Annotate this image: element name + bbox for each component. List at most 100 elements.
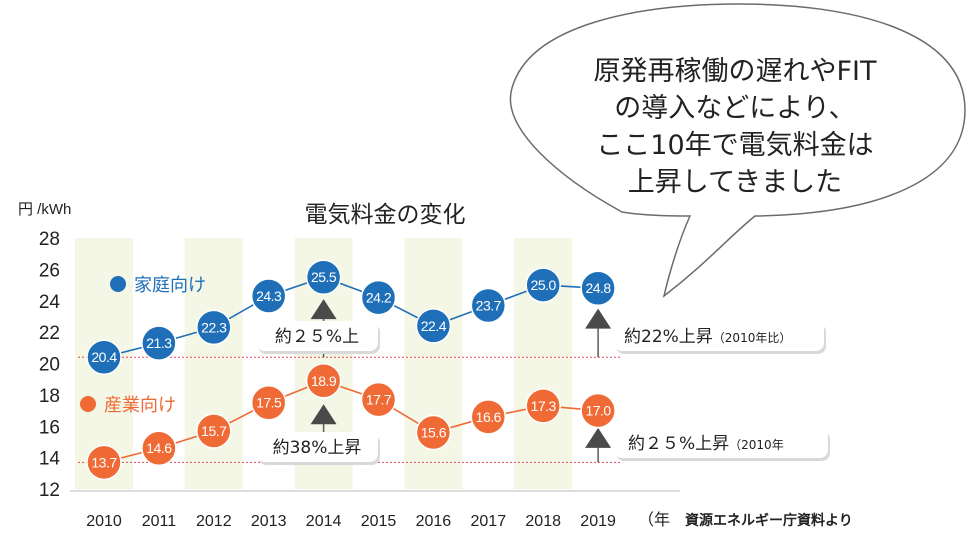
data-point-marker (360, 279, 397, 316)
data-label: 24.3 (256, 288, 282, 304)
data-point: 17.0 (580, 392, 616, 429)
data-point: 17.5 (250, 384, 287, 421)
data-point: 22.3 (196, 309, 232, 346)
annotation-box: 約２５%上昇（2010年 (614, 428, 830, 461)
annotation-suffix: （2010年 (729, 438, 784, 452)
data-point-marker (141, 325, 177, 361)
arrow-head (310, 299, 337, 320)
data-label: 15.6 (421, 425, 447, 441)
y-tick-label: 22 (39, 323, 60, 344)
annotation-bg (614, 428, 828, 458)
x-tick-label: 2013 (251, 513, 287, 530)
data-label: 20.4 (91, 349, 117, 365)
annotation-box: 約38%上昇 (256, 432, 380, 465)
y-tick-label: 16 (39, 417, 60, 438)
data-label: 22.3 (201, 319, 227, 335)
data-point: 15.6 (415, 414, 452, 451)
data-point-marker (525, 388, 561, 424)
annotation-main: 約22%上昇 (624, 327, 713, 347)
annotation-box: 約２５%上 (256, 321, 380, 354)
legend-label: 家庭向け (134, 275, 206, 296)
data-label: 24.8 (585, 280, 611, 296)
x-tick-label: 2010 (86, 513, 122, 530)
data-label: 18.9 (311, 373, 337, 389)
data-point-marker (250, 278, 287, 314)
data-label: 14.6 (146, 440, 172, 456)
chart-title: 電気料金の変化 (305, 202, 466, 228)
data-label: 24.2 (366, 290, 392, 306)
series-lines (103, 276, 599, 464)
annotation-bg (614, 321, 824, 351)
x-tick-label: 2019 (580, 513, 616, 530)
source-note: 資源エネルギー庁資料より (685, 512, 853, 529)
data-label: 17.0 (585, 403, 611, 419)
data-point: 24.2 (360, 279, 397, 316)
data-label: 17.7 (366, 392, 392, 408)
data-point: 20.4 (86, 339, 122, 375)
arrow-head (310, 404, 337, 425)
arrow-head (585, 308, 612, 329)
data-point-group: 20.4 21.3 22.3 24.3 25.5 24.2 22.4 23.7 25.0 24.8… (86, 259, 616, 481)
annotation-main: 約２５%上昇 (628, 434, 729, 454)
data-point: 15.7 (196, 413, 232, 449)
data-point: 24.8 (580, 270, 616, 306)
y-tick-label: 18 (39, 386, 60, 407)
x-axis-unit: （年 (638, 510, 670, 529)
year-band (404, 238, 463, 489)
speech-bubble-shape (509, 3, 966, 298)
annotation-group: 約２５%上 約22%上昇（2010年比） 約38%上昇 約２５%上昇（2010年 (256, 321, 830, 465)
data-label: 23.7 (476, 297, 502, 313)
x-tick-label: 2014 (306, 513, 342, 530)
y-tick-label: 14 (39, 449, 61, 470)
legend-label: 産業向け (104, 395, 176, 416)
data-label: 15.7 (201, 423, 227, 439)
annotation-bg (256, 321, 378, 351)
data-point-marker (415, 308, 452, 344)
annotation-text: 約２５%上昇（2010年 (628, 434, 784, 454)
y-axis-label: 円 /kWh (18, 201, 71, 218)
data-point-marker (360, 381, 397, 418)
data-point-marker (196, 413, 232, 449)
data-point: 24.3 (250, 278, 287, 314)
x-tick-label: 2016 (416, 513, 452, 530)
data-label: 25.5 (311, 269, 337, 285)
data-label: 25.0 (531, 277, 557, 293)
data-point-marker (415, 414, 452, 451)
data-point-marker (86, 339, 122, 375)
data-label: 16.6 (476, 409, 502, 425)
data-point: 18.9 (305, 363, 342, 399)
annotation-bg (256, 432, 378, 462)
x-tick-label: 2011 (142, 513, 177, 530)
callout-line-3: ここ10年で電気料金は (596, 130, 873, 161)
data-point: 25.5 (305, 259, 342, 295)
legend-marker (110, 276, 126, 292)
speech-bubble: 原発再稼働の遅れやFIT の導入などにより、 ここ10年で電気料金は 上昇してき… (509, 3, 966, 298)
annotation-box: 約22%上昇（2010年比） (614, 321, 826, 354)
series-line (103, 276, 599, 358)
data-point-marker (580, 392, 616, 429)
data-label: 22.4 (421, 318, 447, 334)
callout-line-4: 上昇してきました (628, 167, 842, 198)
data-point-marker (305, 363, 342, 399)
data-point-marker (470, 399, 507, 435)
data-point: 14.6 (141, 430, 177, 466)
data-label: 21.3 (146, 335, 172, 351)
y-tick-label: 12 (39, 480, 60, 501)
legend-item: 産業向け (80, 395, 176, 416)
data-point-marker (86, 444, 122, 481)
data-label: 17.5 (256, 395, 282, 411)
callout-line-1: 原発再稼働の遅れやFIT (594, 56, 877, 87)
data-point: 22.4 (415, 308, 452, 344)
data-point-marker (196, 309, 232, 346)
annotation-suffix: （2010年比） (713, 331, 792, 345)
x-tick-label: 2015 (361, 513, 397, 530)
data-point: 17.3 (525, 388, 561, 424)
annotation-main: 約38%上昇 (273, 438, 362, 458)
y-tick-label: 24 (39, 292, 61, 313)
data-point: 16.6 (470, 399, 507, 435)
y-tick-label: 28 (39, 229, 60, 250)
data-point: 13.7 (86, 444, 122, 481)
data-point: 17.7 (360, 381, 397, 418)
